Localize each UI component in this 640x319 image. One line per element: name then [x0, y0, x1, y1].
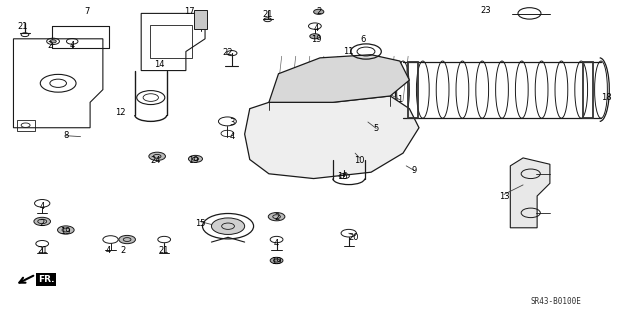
Bar [194, 10, 207, 29]
Text: 2: 2 [48, 41, 53, 50]
Text: 11: 11 [344, 47, 354, 56]
Bar [408, 62, 419, 118]
Text: 19: 19 [311, 35, 321, 44]
Circle shape [188, 155, 202, 162]
Text: 8: 8 [63, 131, 68, 140]
Text: 17: 17 [184, 7, 195, 16]
Text: 2: 2 [40, 219, 45, 228]
Text: 4: 4 [106, 246, 111, 255]
Text: 6: 6 [361, 35, 366, 44]
Text: 21: 21 [158, 246, 169, 255]
Text: 23: 23 [481, 6, 492, 15]
Text: 7: 7 [84, 7, 90, 16]
Polygon shape [244, 96, 419, 179]
Text: 21: 21 [37, 246, 47, 255]
Text: 15: 15 [195, 219, 205, 228]
Text: SR43-B0100E: SR43-B0100E [531, 297, 582, 306]
Text: 2: 2 [274, 213, 279, 222]
Circle shape [149, 152, 166, 160]
Circle shape [34, 217, 51, 226]
Text: 14: 14 [154, 60, 164, 69]
Bar [150, 26, 192, 58]
Text: 5: 5 [374, 124, 379, 133]
Text: 2: 2 [316, 7, 321, 16]
Text: 16: 16 [337, 172, 348, 181]
Text: 20: 20 [348, 233, 358, 242]
Text: 3: 3 [229, 117, 234, 127]
Text: 18: 18 [601, 93, 611, 102]
Text: 24: 24 [150, 156, 161, 165]
Circle shape [314, 9, 324, 14]
Text: 19: 19 [271, 257, 282, 266]
Text: 19: 19 [188, 156, 199, 165]
Text: 4: 4 [229, 132, 234, 141]
Circle shape [310, 34, 320, 39]
Text: 22: 22 [222, 48, 233, 57]
Bar [17, 120, 35, 131]
Circle shape [119, 235, 136, 244]
Text: 9: 9 [412, 166, 417, 175]
Circle shape [270, 257, 283, 264]
Text: 21: 21 [18, 22, 28, 31]
Text: 12: 12 [115, 108, 126, 117]
Text: 19: 19 [61, 227, 71, 236]
Circle shape [58, 226, 74, 234]
Circle shape [50, 40, 56, 43]
Bar [583, 62, 593, 118]
Text: FR.: FR. [38, 275, 54, 284]
Polygon shape [13, 39, 103, 128]
Text: 2: 2 [121, 246, 126, 255]
Polygon shape [510, 158, 550, 228]
Text: 4: 4 [274, 239, 279, 248]
Polygon shape [269, 55, 410, 102]
Polygon shape [141, 13, 205, 70]
Circle shape [268, 212, 285, 221]
Text: 1: 1 [397, 95, 403, 104]
Circle shape [211, 218, 244, 234]
Text: 4: 4 [40, 202, 45, 211]
Text: 13: 13 [499, 191, 509, 201]
Text: 4: 4 [314, 24, 319, 33]
Text: 10: 10 [355, 156, 365, 165]
Text: 21: 21 [262, 10, 273, 19]
Text: 4: 4 [70, 41, 75, 50]
